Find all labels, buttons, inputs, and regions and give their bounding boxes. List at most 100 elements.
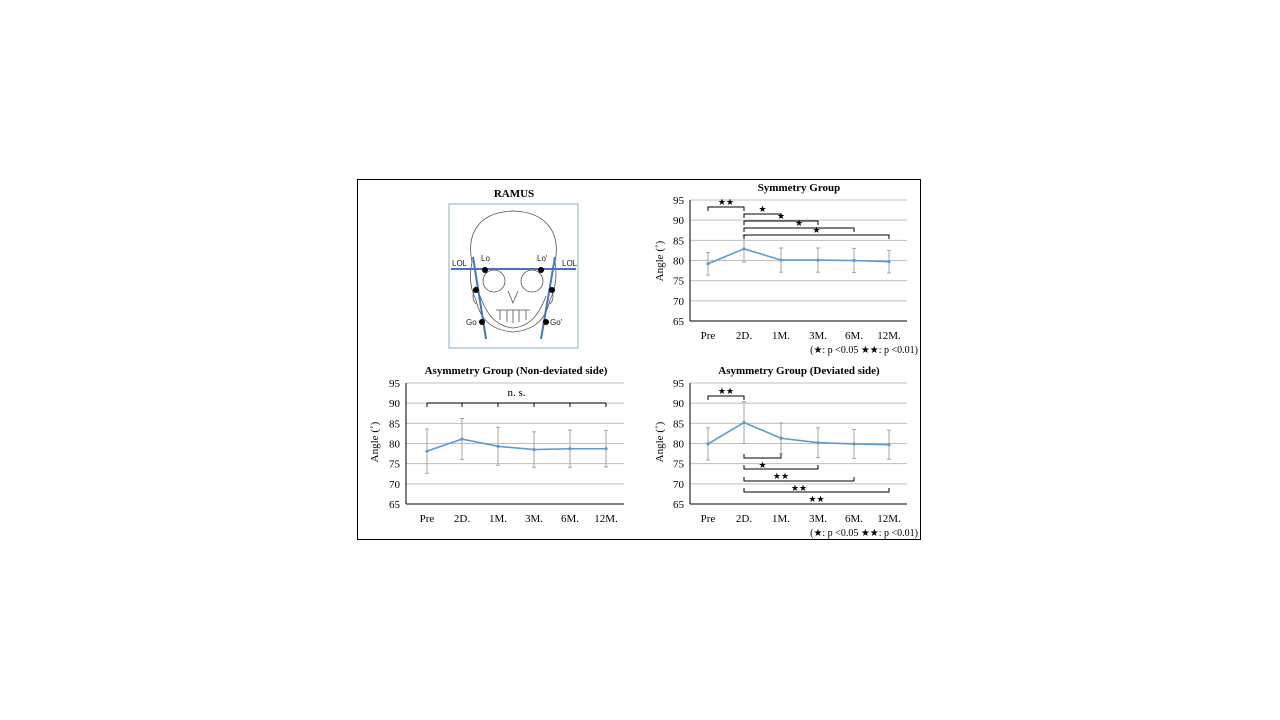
figure-frame: [357, 179, 921, 540]
y-axis-label: Angle (˚): [369, 421, 381, 462]
plot-area: 65 70 75 80 85 90 95 Pre 2D. 1M. 3M. 6M. 12M. n. s.: [389, 378, 624, 525]
chart-title: Asymmetry Group (Deviated side): [718, 365, 880, 377]
x-tick-label: 12M.: [877, 513, 901, 525]
data-point: [887, 260, 891, 264]
point-go-prime: [543, 319, 549, 325]
x-tick-label: 1M.: [489, 513, 507, 525]
data-point: [887, 443, 891, 447]
y-tick-label: 90: [673, 398, 685, 410]
significance-bracket: [743, 454, 782, 459]
significance-note: (★: p <0.05 ★★: p <0.01): [810, 345, 918, 356]
x-tick-label: Pre: [420, 513, 435, 525]
label-lol-left: LOL: [452, 259, 468, 268]
y-tick-label: 85: [389, 418, 401, 430]
y-tick-label: 75: [673, 276, 685, 288]
y-axis-label: Angle (˚): [654, 421, 666, 462]
point-right-mid: [549, 287, 555, 293]
y-tick-label: 75: [673, 459, 685, 471]
significance-bracket: [743, 234, 890, 239]
label-lo-prime: Lo': [537, 254, 548, 263]
data-point: [460, 437, 464, 441]
label-lol-right: LOL: [562, 259, 578, 268]
label-lo: Lo: [481, 254, 490, 263]
significance-bracket: [743, 477, 855, 482]
significance-bracket: [743, 213, 782, 218]
data-point: [425, 449, 429, 453]
x-tick-label: 2D.: [454, 513, 470, 525]
x-tick-label: 2D.: [736, 330, 752, 342]
chart-symmetry: Symmetry Group Angle (˚) 65 70 75 80 85 90 95 P…: [654, 182, 918, 356]
significance-bracket: [743, 465, 819, 470]
data-point: [852, 442, 856, 446]
point-go: [479, 319, 485, 325]
x-tick-label: 3M.: [809, 513, 827, 525]
y-tick-label: 95: [673, 195, 685, 207]
x-tick-label: 12M.: [594, 513, 618, 525]
data-point: [742, 420, 746, 425]
chart-title: Asymmetry Group (Non-deviated side): [425, 365, 608, 377]
significance-label: ★★: [718, 198, 734, 208]
data-point: [604, 447, 608, 451]
y-tick-label: 65: [673, 316, 685, 328]
x-tick-label: 3M.: [525, 513, 543, 525]
x-tick-label: Pre: [701, 330, 716, 342]
y-tick-label: 95: [673, 378, 685, 390]
x-tick-label: 6M.: [561, 513, 579, 525]
data-point: [532, 447, 536, 452]
significance-label: ★★: [791, 484, 807, 494]
series-line: [707, 421, 890, 446]
x-tick-label: 6M.: [845, 513, 863, 525]
data-point: [852, 258, 856, 263]
y-tick-label: 80: [389, 439, 401, 451]
chart-title: Symmetry Group: [758, 182, 841, 194]
data-point: [816, 441, 820, 445]
data-point: [706, 442, 710, 446]
significance-label: ★: [777, 212, 785, 222]
diagram-title: RAMUS: [494, 188, 534, 200]
series-line: [707, 247, 890, 265]
label-go: Go: [466, 318, 477, 327]
y-tick-label: 80: [673, 256, 685, 268]
significance-label: ★: [795, 219, 803, 229]
significance-note: (★: p <0.05 ★★: p <0.01): [810, 528, 918, 539]
significance-label: ★★: [808, 495, 824, 505]
significance-label: ★: [758, 461, 766, 471]
chart-asymmetry-deviated: Asymmetry Group (Deviated side) Angle (˚…: [654, 365, 918, 539]
y-axis-label: Angle (˚): [654, 240, 666, 281]
x-tick-label: Pre: [701, 513, 716, 525]
significance-label: ★★: [773, 472, 789, 482]
lol-right-line: [540, 256, 556, 340]
significance-label: ★: [812, 226, 820, 236]
y-tick-label: 95: [389, 378, 401, 390]
x-tick-label: 1M.: [772, 330, 790, 342]
significance-bracket: [743, 488, 890, 493]
y-tick-label: 70: [673, 479, 685, 491]
y-tick-label: 90: [673, 215, 685, 227]
significance-bracket: [707, 206, 745, 211]
data-point: [568, 447, 572, 451]
significance-bracket: [743, 220, 819, 225]
significance-label: ★: [758, 205, 766, 215]
data-point: [706, 262, 710, 266]
significance-bracket: [707, 395, 745, 400]
lol-left-line: [472, 256, 487, 340]
ramus-diagram: RAMUS LOL LOL Lo Lo' Go Go': [448, 188, 579, 349]
x-tick-label: 6M.: [845, 330, 863, 342]
data-point: [742, 247, 746, 251]
significance-bracket: [743, 227, 855, 232]
y-tick-label: 65: [673, 499, 685, 511]
data-point: [779, 436, 783, 440]
series-line: [426, 438, 606, 452]
diagram-border: [448, 203, 579, 349]
x-tick-label: 3M.: [809, 330, 827, 342]
x-tick-label: 2D.: [736, 513, 752, 525]
y-tick-label: 70: [389, 479, 401, 491]
data-point: [816, 258, 820, 262]
point-lo: [482, 267, 488, 273]
y-tick-label: 85: [673, 418, 685, 430]
y-tick-label: 85: [673, 235, 685, 247]
chart-asymmetry-non-deviated: Asymmetry Group (Non-deviated side) Angl…: [369, 365, 624, 525]
